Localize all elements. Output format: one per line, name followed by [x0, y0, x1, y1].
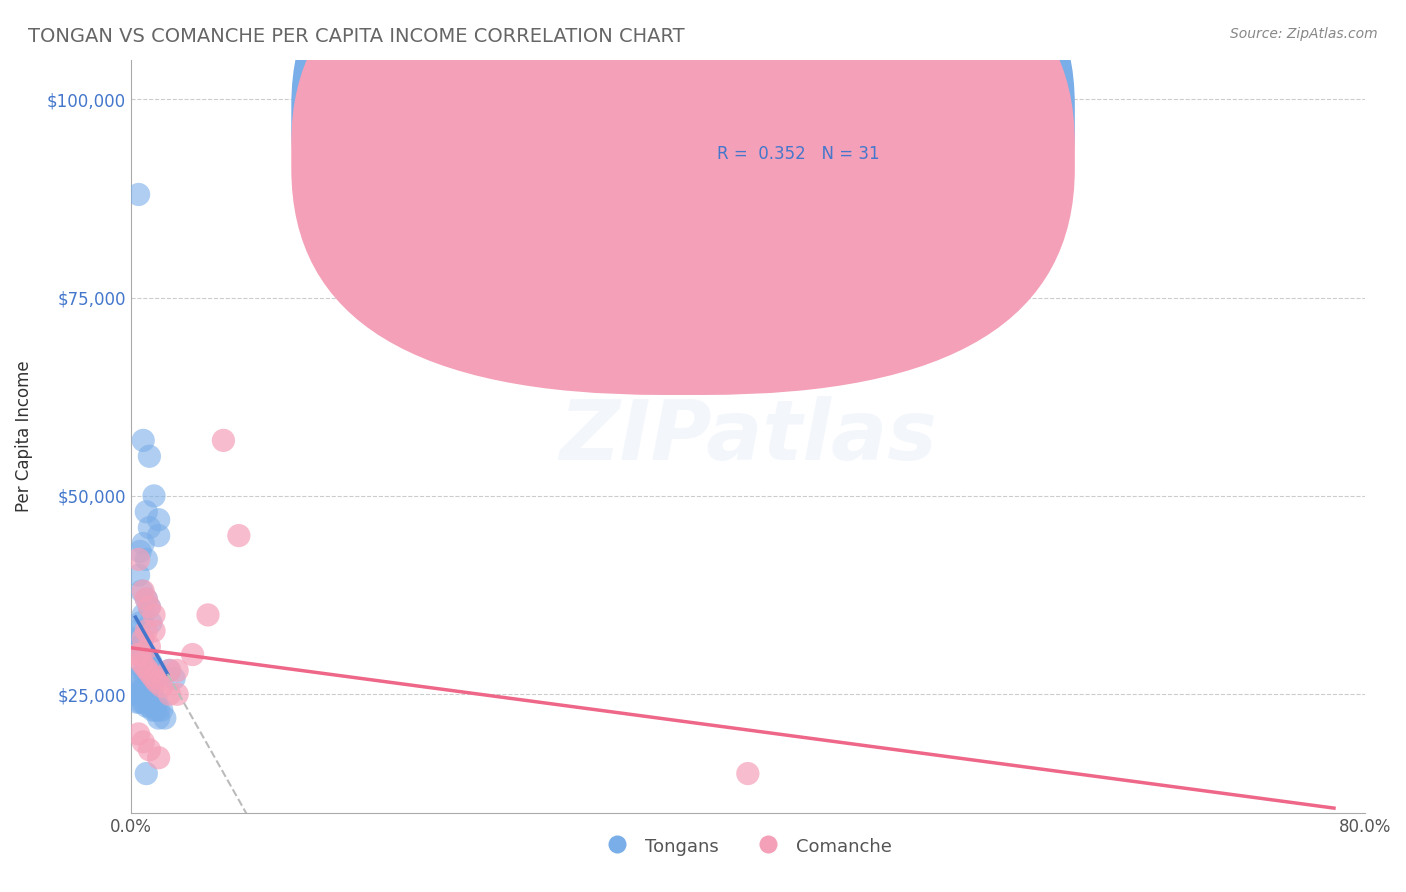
Point [139, 656, 162, 670]
Point [135, 505, 157, 519]
Point [135, 699, 157, 714]
FancyBboxPatch shape [291, 0, 1074, 395]
Point [148, 750, 170, 764]
Point [132, 683, 155, 698]
Point [150, 703, 173, 717]
Point [139, 615, 162, 630]
Point [166, 664, 188, 678]
Text: TONGAN VS COMANCHE PER CAPITA INCOME CORRELATION CHART: TONGAN VS COMANCHE PER CAPITA INCOME COR… [28, 27, 685, 45]
Legend: Tongans, Comanche: Tongans, Comanche [596, 828, 900, 864]
Point [148, 711, 170, 725]
Point [134, 648, 156, 662]
Point [129, 648, 152, 662]
Point [138, 699, 160, 714]
Point [148, 528, 170, 542]
Point [128, 552, 150, 566]
Point [139, 691, 162, 706]
Point [129, 672, 152, 686]
Point [153, 711, 176, 725]
Point [131, 584, 153, 599]
Point [129, 695, 152, 709]
Point [143, 624, 166, 638]
Point [138, 640, 160, 654]
Point [135, 648, 157, 662]
Point [145, 703, 167, 717]
Point [134, 687, 156, 701]
Point [136, 664, 159, 678]
Point [128, 640, 150, 654]
Point [143, 691, 166, 706]
Point [128, 568, 150, 582]
Point [141, 679, 163, 693]
Point [136, 679, 159, 693]
Point [159, 664, 181, 678]
Point [166, 687, 188, 701]
Point [125, 695, 148, 709]
Point [134, 672, 156, 686]
Point [132, 434, 155, 448]
Point [150, 679, 173, 693]
Point [148, 513, 170, 527]
Point [129, 544, 152, 558]
Point [131, 656, 153, 670]
Point [125, 624, 148, 638]
Point [197, 607, 219, 622]
Text: ZIPatlas: ZIPatlas [560, 396, 936, 477]
Point [138, 687, 160, 701]
Point [138, 599, 160, 614]
Point [135, 766, 157, 780]
Point [124, 687, 146, 701]
Point [143, 672, 166, 686]
Point [138, 449, 160, 463]
Point [135, 624, 157, 638]
Point [135, 592, 157, 607]
Point [159, 687, 181, 701]
Y-axis label: Per Capita Income: Per Capita Income [15, 360, 32, 512]
Point [145, 664, 167, 678]
Point [148, 703, 170, 717]
Point [132, 536, 155, 550]
Point [128, 687, 150, 701]
Point [134, 659, 156, 673]
Point [146, 675, 169, 690]
Point [128, 727, 150, 741]
Point [132, 695, 155, 709]
Point [132, 735, 155, 749]
Point [139, 667, 162, 681]
Point [135, 592, 157, 607]
Point [138, 521, 160, 535]
Point [163, 672, 186, 686]
Point [143, 607, 166, 622]
Point [138, 743, 160, 757]
Text: R =  0.352   N = 31: R = 0.352 N = 31 [717, 145, 880, 163]
Point [135, 552, 157, 566]
Point [138, 599, 160, 614]
Point [228, 528, 250, 542]
Point [129, 615, 152, 630]
Point [124, 632, 146, 646]
Point [132, 584, 155, 599]
Point [143, 664, 166, 678]
Point [125, 672, 148, 686]
FancyBboxPatch shape [637, 82, 983, 195]
Point [131, 687, 153, 701]
Text: R = -0.481   N = 58: R = -0.481 N = 58 [717, 107, 880, 125]
Point [141, 703, 163, 717]
Point [131, 640, 153, 654]
Point [129, 683, 152, 698]
Point [125, 648, 148, 662]
Text: Source: ZipAtlas.com: Source: ZipAtlas.com [1230, 27, 1378, 41]
Point [132, 607, 155, 622]
Point [146, 695, 169, 709]
Point [737, 766, 759, 780]
Point [159, 664, 181, 678]
Point [143, 489, 166, 503]
FancyBboxPatch shape [291, 0, 1074, 358]
Point [132, 632, 155, 646]
Point [212, 434, 235, 448]
Point [128, 187, 150, 202]
Point [138, 656, 160, 670]
Point [181, 648, 204, 662]
Point [132, 664, 155, 678]
